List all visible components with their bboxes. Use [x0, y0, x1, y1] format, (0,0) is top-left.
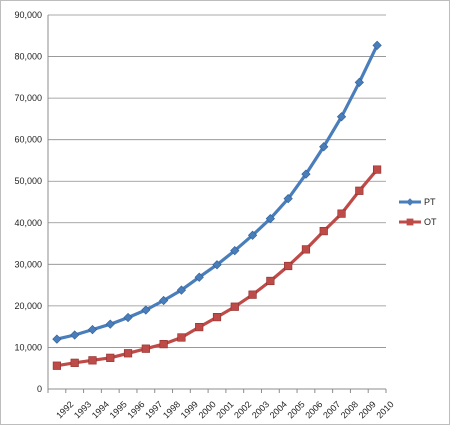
x-tick-label: 1994	[90, 399, 111, 420]
x-tick-label: 2003	[250, 399, 271, 420]
data-point-pt	[372, 40, 382, 50]
data-point-pt	[265, 213, 275, 224]
data-point-ot	[106, 353, 115, 362]
data-point-pt	[212, 260, 222, 270]
data-point-ot	[355, 186, 364, 195]
data-point-ot	[284, 261, 293, 271]
data-point-ot	[52, 361, 61, 370]
x-tick-label: 1997	[143, 399, 164, 420]
data-point-pt	[247, 230, 258, 240]
x-tick-label: 2005	[286, 399, 307, 420]
y-tick-label: 10,000	[14, 342, 42, 352]
y-tick-label: 0	[37, 384, 42, 394]
data-point-ot	[123, 349, 133, 358]
x-tick-label: 2007	[321, 399, 342, 420]
y-tick-label: 40,000	[14, 218, 42, 228]
y-tick-label: 50,000	[14, 176, 42, 186]
data-point-ot	[248, 290, 257, 299]
y-tick-label: 70,000	[14, 93, 42, 103]
x-tick-label: 2004	[268, 399, 289, 420]
data-point-ot	[70, 358, 79, 367]
legend-marker-pt	[406, 198, 414, 206]
data-point-pt	[319, 142, 329, 152]
x-tick-label: 1998	[161, 399, 182, 420]
data-point-pt	[194, 272, 204, 282]
data-point-ot	[212, 313, 222, 322]
x-tick-label: 2008	[339, 399, 360, 420]
series-line-pt	[55, 43, 379, 341]
legend-label-pt: PT	[424, 197, 436, 207]
data-point-pt	[52, 334, 62, 344]
data-point-ot	[159, 340, 168, 349]
data-point-pt	[70, 330, 80, 340]
data-point-ot	[319, 226, 328, 236]
data-point-pt	[230, 245, 240, 256]
data-point-pt	[301, 169, 311, 179]
legend-label-ot: OT	[424, 217, 437, 227]
data-point-pt	[336, 112, 347, 122]
y-tick-label: 90,000	[14, 10, 42, 20]
x-tick-label: 2009	[357, 399, 378, 420]
legend-marker-ot	[406, 218, 414, 226]
data-point-pt	[354, 77, 364, 87]
data-point-ot	[230, 302, 239, 311]
x-tick-label: 2006	[303, 399, 324, 420]
x-tick-label: 2002	[232, 399, 253, 420]
data-point-ot	[177, 333, 186, 342]
data-point-ot	[141, 344, 150, 353]
data-point-pt	[105, 319, 115, 329]
data-point-pt	[283, 194, 293, 204]
x-tick-label: 2001	[214, 399, 235, 420]
y-tick-label: 60,000	[14, 135, 42, 145]
x-tick-label: 2010	[374, 399, 395, 420]
x-tick-label: 1993	[72, 399, 93, 420]
x-tick-label: 1992	[54, 399, 75, 420]
data-point-ot	[266, 276, 275, 286]
data-point-ot	[373, 165, 382, 174]
data-point-ot	[337, 209, 346, 218]
x-tick-label: 1996	[125, 399, 146, 420]
y-tick-label: 30,000	[14, 259, 42, 269]
data-point-pt	[159, 295, 169, 306]
x-tick-label: 2000	[197, 399, 218, 420]
data-point-ot	[195, 322, 204, 332]
y-tick-label: 80,000	[14, 52, 42, 62]
x-tick-label: 1995	[108, 399, 129, 420]
data-point-ot	[301, 245, 311, 254]
data-point-pt	[87, 324, 98, 335]
data-point-pt	[141, 305, 151, 315]
data-point-pt	[123, 312, 133, 323]
x-tick-label: 1999	[179, 399, 200, 420]
data-point-pt	[176, 285, 187, 295]
data-point-ot	[88, 356, 97, 365]
y-tick-label: 20,000	[14, 301, 42, 311]
